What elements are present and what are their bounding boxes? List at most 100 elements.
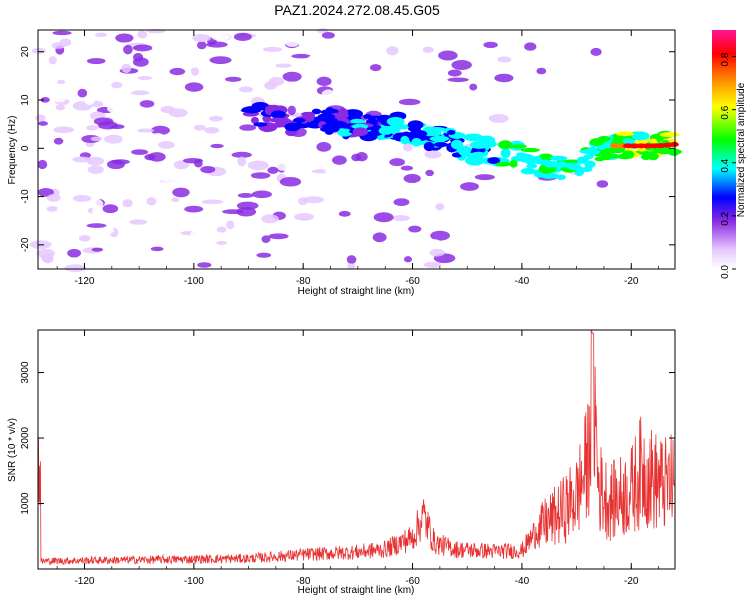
heatmap-cell — [264, 81, 278, 90]
heatmap-peak-cell — [590, 149, 601, 155]
heatmap-cell — [159, 174, 181, 183]
heatmap-ridge-cell — [520, 167, 537, 175]
heatmap-ridge-cell — [351, 123, 369, 130]
snr-x-tick-label: -40 — [515, 576, 530, 587]
heatmap-ridge-cell — [509, 159, 518, 168]
heatmap-cell — [274, 161, 297, 171]
heatmap-cell — [446, 111, 469, 121]
heatmap-cell — [168, 108, 188, 118]
heatmap-ridge-cell — [667, 148, 680, 156]
heatmap-cell — [226, 220, 235, 230]
heatmap-cell — [209, 115, 223, 122]
heatmap-cell — [209, 56, 232, 64]
colorbar-tick-label: 0.2 — [720, 211, 731, 225]
heatmap-cell — [31, 47, 47, 54]
heatmap-ridge-cell — [429, 135, 450, 142]
heatmap-ridge-cell — [659, 132, 680, 138]
heatmap-ridge-cell — [526, 163, 538, 169]
heatmap-y-tick-label: -20 — [20, 237, 31, 252]
heatmap-cell — [89, 237, 99, 247]
heatmap-cell — [224, 76, 242, 82]
heatmap-cell — [86, 125, 99, 131]
heatmap-cell — [55, 104, 66, 111]
heatmap-ridge-cell — [500, 148, 511, 158]
heatmap-y-tick-label: 0 — [20, 145, 31, 151]
heatmap-y-axis-label: Frequency (Hz) — [7, 116, 18, 185]
heatmap-ridge-cell — [268, 117, 289, 123]
heatmap-cell — [87, 73, 104, 80]
heatmap-cell — [216, 226, 227, 233]
snr-x-tick-label: -120 — [74, 576, 94, 587]
heatmap-cell — [429, 248, 445, 257]
heatmap-cell — [72, 194, 92, 202]
heatmap-y-tick-label: 10 — [20, 94, 31, 106]
heatmap-cell — [237, 192, 254, 198]
heatmap-cell — [64, 264, 87, 272]
heatmap-cell — [126, 172, 148, 178]
heatmap-cell — [480, 219, 492, 224]
heatmap-cell — [37, 188, 54, 197]
heatmap-cell — [256, 252, 272, 258]
heatmap-cell — [422, 46, 434, 53]
heatmap-ridge-cell — [338, 107, 349, 118]
heatmap-cell — [451, 59, 472, 70]
heatmap-cell — [196, 41, 207, 50]
heatmap-cell — [132, 44, 153, 52]
heatmap-cell — [452, 198, 464, 207]
heatmap-peak-cell — [577, 158, 588, 164]
heatmap-cell — [40, 96, 50, 103]
heatmap-cell — [347, 263, 356, 270]
heatmap-ridge-cell — [487, 157, 501, 164]
heatmap-cell — [393, 198, 410, 206]
heatmap-cell — [233, 32, 252, 41]
heatmap-ridge-cell — [411, 137, 422, 147]
heatmap-cell — [106, 104, 118, 113]
snr-y-tick-label: 1000 — [20, 492, 31, 515]
heatmap-cell — [285, 40, 299, 47]
heatmap-x-tick-label: -20 — [624, 276, 639, 287]
heatmap-cell — [608, 218, 617, 227]
heatmap-cell — [193, 159, 203, 168]
heatmap-cell — [78, 235, 91, 242]
heatmap-cell — [56, 206, 73, 212]
heatmap-cell — [147, 209, 168, 217]
heatmap-cell — [126, 80, 138, 89]
heatmap-ridge-cell — [408, 129, 428, 138]
heatmap-cell — [424, 150, 442, 159]
heatmap-cell — [92, 206, 101, 217]
heatmap-ridge-cell — [400, 135, 410, 145]
heatmap-cell — [137, 75, 153, 80]
heatmap-cell — [50, 94, 67, 103]
heatmap-cell — [192, 138, 208, 147]
heatmap-cell — [98, 147, 110, 157]
heatmap-cell — [316, 28, 329, 34]
heatmap-cell — [274, 63, 292, 68]
heatmap-ridge-cell — [463, 133, 483, 142]
heatmap-ridge-cell — [515, 152, 527, 157]
heatmap-y-tick-label: -10 — [20, 189, 31, 204]
heatmap-cell — [56, 79, 66, 85]
heatmap-cell — [72, 156, 91, 163]
heatmap-cell — [430, 230, 450, 241]
heatmap-cell — [389, 158, 406, 167]
heatmap-cell — [160, 236, 173, 243]
heatmap-ridge-cell — [537, 153, 554, 162]
heatmap-cell — [402, 143, 413, 152]
heatmap-cell — [389, 92, 410, 100]
heatmap-cell — [93, 117, 114, 126]
heatmap-x-tick-label: -60 — [405, 276, 420, 287]
snr-plot-frame — [37, 329, 676, 570]
heatmap-x-tick-label: -40 — [515, 276, 530, 287]
heatmap-cell — [408, 225, 422, 233]
heatmap-plot-frame — [37, 29, 676, 270]
heatmap-cell — [190, 230, 203, 238]
heatmap-cell — [41, 252, 53, 263]
heatmap-cell — [250, 71, 264, 80]
heatmap-y-tick-label: 20 — [20, 46, 31, 58]
heatmap-cell — [142, 81, 155, 92]
heatmap-cell — [279, 177, 302, 187]
heatmap-cell — [238, 86, 254, 93]
heatmap-cell — [37, 233, 55, 240]
heatmap-cell — [374, 148, 391, 157]
heatmap-ridge-cell — [471, 141, 487, 148]
